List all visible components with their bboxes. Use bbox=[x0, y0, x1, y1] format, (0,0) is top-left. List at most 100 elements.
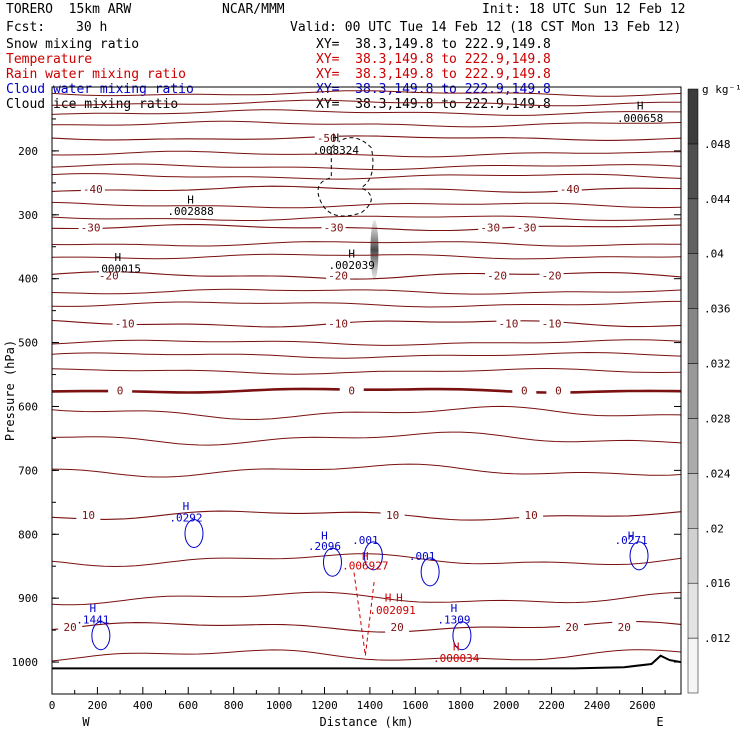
y-tick-label: 400 bbox=[18, 273, 38, 286]
isotherm-label: 20 bbox=[618, 621, 631, 634]
max-h-marker: H bbox=[321, 529, 328, 542]
isotherm-line bbox=[51, 405, 682, 421]
isotherm-line bbox=[51, 135, 682, 141]
isotherm-label: -50 bbox=[317, 132, 337, 145]
y-tick-label: 600 bbox=[18, 400, 38, 413]
isotherm-label-bg bbox=[485, 268, 510, 282]
cloud-water-contour bbox=[629, 541, 649, 571]
max-value-label: .2096 bbox=[308, 540, 341, 553]
max-h-marker: H bbox=[348, 248, 355, 261]
field-snow-name: Snow mixing ratio bbox=[6, 37, 140, 52]
isotherm-label-bg bbox=[78, 220, 103, 234]
isotherm-label: -30 bbox=[517, 222, 537, 235]
field-temperature-xy: XY= 38.3,149.8 to 222.9,149.8 bbox=[316, 52, 551, 67]
isotherm-line bbox=[51, 173, 682, 180]
isotherm-label-bg bbox=[560, 619, 585, 633]
colorbar-label: .032 bbox=[704, 358, 731, 371]
colorbar-unit: g kg⁻¹ bbox=[702, 83, 740, 96]
x-tick-label: 1200 bbox=[311, 699, 338, 712]
isotherm-line bbox=[51, 185, 682, 193]
y-axis-label: Pressure (hPa) bbox=[3, 340, 17, 441]
colorbar-segment bbox=[687, 253, 699, 309]
west-label: W bbox=[82, 715, 90, 729]
x-tick-label: 2600 bbox=[629, 699, 656, 712]
fill-layer bbox=[370, 219, 379, 280]
isotherm-label: 20 bbox=[391, 621, 404, 634]
isotherm-label-bg bbox=[96, 268, 121, 282]
field-temperature-name: Temperature bbox=[6, 52, 93, 67]
cloud-water-contour bbox=[184, 518, 204, 548]
isotherm-line bbox=[51, 300, 681, 308]
valid-time: Valid: 00 UTC Tue 14 Feb 12 (18 CST Mon … bbox=[290, 20, 682, 35]
isotherm-line bbox=[51, 367, 682, 375]
x-tick-label: 1400 bbox=[357, 699, 384, 712]
cloud-water-contour bbox=[91, 621, 111, 651]
y-tick-label: 900 bbox=[18, 592, 38, 605]
colorbar-segment bbox=[687, 473, 699, 529]
isotherm-label-bg bbox=[519, 508, 544, 522]
y-tick-label: 500 bbox=[18, 337, 38, 350]
max-value-label: .006927 bbox=[342, 559, 388, 572]
isotherm-label: -20 bbox=[487, 269, 507, 282]
max-value-label: .1441 bbox=[76, 614, 109, 627]
max-value-label: .001 bbox=[352, 534, 379, 547]
max-h-marker: H bbox=[396, 591, 403, 604]
isotherm-label-bg bbox=[380, 508, 405, 522]
colorbar-label: .012 bbox=[704, 632, 731, 645]
isotherm-label: 0 bbox=[555, 385, 562, 398]
max-value-label: .008324 bbox=[313, 144, 360, 157]
isotherm-label: 20 bbox=[64, 621, 77, 634]
isotherm-line bbox=[51, 120, 682, 128]
max-h-marker: H bbox=[333, 131, 340, 144]
colorbar-label: .036 bbox=[704, 303, 731, 316]
colorbar-segment bbox=[687, 143, 699, 200]
max-value-label: .0292 bbox=[169, 511, 202, 524]
x-tick-label: 600 bbox=[178, 699, 198, 712]
colorbar-label: .044 bbox=[704, 193, 731, 206]
isotherm-label: -10 bbox=[542, 317, 562, 330]
isotherm-label-bg bbox=[612, 619, 637, 633]
terrain-line bbox=[52, 654, 682, 670]
isotherm-line bbox=[51, 215, 682, 221]
isotherm-label-bg bbox=[539, 316, 564, 330]
isotherm-label-bg bbox=[496, 316, 521, 330]
colorbar-label: .028 bbox=[704, 412, 731, 425]
isotherm-line bbox=[51, 649, 682, 662]
isotherm-label-bg bbox=[326, 268, 351, 282]
model-title: TORERO 15km ARW bbox=[6, 2, 132, 17]
field-cloud-water-name: Cloud water mixing ratio bbox=[6, 82, 194, 97]
isotherm-line bbox=[51, 463, 682, 478]
max-h-marker: H bbox=[90, 602, 97, 615]
max-value-label: .002091 bbox=[369, 604, 415, 617]
max-value-label: .002039 bbox=[329, 259, 375, 272]
y-tick-label: 800 bbox=[18, 528, 38, 541]
plot-frame bbox=[51, 86, 682, 695]
isotherm-label-bg bbox=[321, 220, 346, 234]
isotherm-label-bg bbox=[108, 383, 133, 397]
colorbar-segment bbox=[687, 418, 699, 474]
isotherm-label: -20 bbox=[99, 269, 119, 282]
isotherm-label-bg bbox=[539, 268, 564, 282]
field-rain-name: Rain water mixing ratio bbox=[6, 67, 187, 82]
isotherm-line bbox=[51, 621, 682, 633]
isotherm-line bbox=[51, 90, 682, 97]
colorbar-segment bbox=[687, 88, 699, 145]
max-h-marker: H bbox=[115, 251, 122, 264]
max-value-label: .000015 bbox=[95, 262, 141, 275]
max-h-marker: H bbox=[637, 99, 644, 112]
isotherm-label: 10 bbox=[525, 509, 538, 522]
max-h-marker: H bbox=[385, 591, 392, 604]
max-value-label: .0271 bbox=[614, 534, 647, 547]
colorbar-label: .04 bbox=[704, 248, 724, 261]
y-tick-label: 200 bbox=[18, 145, 38, 158]
isotherm-label: 10 bbox=[82, 509, 95, 522]
isotherm-line bbox=[51, 288, 682, 295]
isotherm-line bbox=[51, 99, 681, 107]
isotherm-label: 0 bbox=[117, 385, 124, 398]
snow-contour bbox=[317, 137, 374, 217]
max-h-marker: H bbox=[453, 641, 460, 654]
colorbar-segment bbox=[687, 363, 699, 419]
isotherm-label-bg bbox=[112, 316, 137, 330]
isotherm-label: -10 bbox=[115, 317, 135, 330]
contour-layer bbox=[51, 90, 682, 670]
